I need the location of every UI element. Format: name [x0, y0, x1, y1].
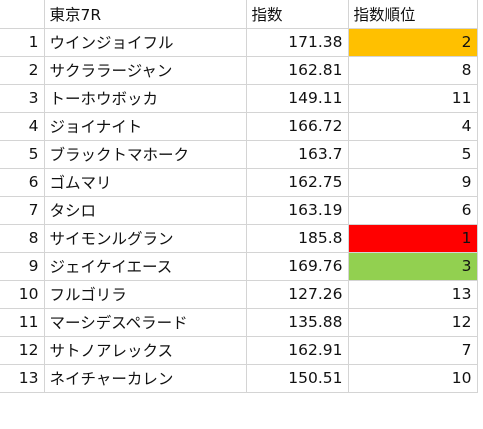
row-number-cell[interactable]: 8 [0, 224, 45, 253]
horse-name-cell[interactable]: ジェイケイエース [44, 252, 247, 281]
horse-name-cell[interactable]: トーホウボッカ [44, 84, 247, 113]
row-number-cell[interactable]: 12 [0, 336, 45, 365]
table-row: 12 サトノアレックス 162.91 7 [0, 336, 478, 365]
index-value-cell[interactable]: 162.81 [246, 56, 349, 85]
index-rank-cell[interactable]: 13 [348, 280, 478, 309]
race-name-header-cell[interactable]: 東京7R [44, 0, 247, 29]
row-number-cell[interactable]: 1 [0, 28, 45, 57]
index-rank-cell[interactable]: 4 [348, 112, 478, 141]
table-row: 8 サイモンルグラン 185.8 1 [0, 224, 478, 253]
row-number-cell[interactable]: 13 [0, 364, 45, 393]
row-number-cell[interactable]: 4 [0, 112, 45, 141]
horse-name-cell[interactable]: サイモンルグラン [44, 224, 247, 253]
index-value-cell[interactable]: 162.91 [246, 336, 349, 365]
table-row: 1 ウインジョイフル 171.38 2 [0, 28, 478, 57]
rank-header-cell[interactable]: 指数順位 [348, 0, 478, 29]
index-rank-cell[interactable]: 11 [348, 84, 478, 113]
table-row: 13 ネイチャーカレン 150.51 10 [0, 364, 478, 393]
index-rank-cell[interactable]: 10 [348, 364, 478, 393]
horse-name-cell[interactable]: マーシデスペラード [44, 308, 247, 337]
index-value-cell[interactable]: 149.11 [246, 84, 349, 113]
spreadsheet-grid: 東京7R 指数 指数順位 1 ウインジョイフル 171.38 2 2 サクララージャン 16… [0, 0, 478, 393]
index-rank-cell[interactable]: 6 [348, 196, 478, 225]
index-rank-cell[interactable]: 7 [348, 336, 478, 365]
index-value-cell[interactable]: 169.76 [246, 252, 349, 281]
table-row: 6 ゴムマリ 162.75 9 [0, 168, 478, 197]
index-rank-cell[interactable]: 12 [348, 308, 478, 337]
row-number-cell[interactable]: 9 [0, 252, 45, 281]
row-number-cell[interactable]: 6 [0, 168, 45, 197]
table-row: 3 トーホウボッカ 149.11 11 [0, 84, 478, 113]
index-value-cell[interactable]: 135.88 [246, 308, 349, 337]
index-value-cell[interactable]: 163.19 [246, 196, 349, 225]
index-rank-cell[interactable]: 1 [348, 224, 478, 253]
horse-name-cell[interactable]: フルゴリラ [44, 280, 247, 309]
index-value-cell[interactable]: 150.51 [246, 364, 349, 393]
index-rank-cell[interactable]: 3 [348, 252, 478, 281]
table-row: 9 ジェイケイエース 169.76 3 [0, 252, 478, 281]
index-value-cell[interactable]: 166.72 [246, 112, 349, 141]
horse-name-cell[interactable]: ジョイナイト [44, 112, 247, 141]
index-value-cell[interactable]: 162.75 [246, 168, 349, 197]
header-row: 東京7R 指数 指数順位 [0, 0, 478, 29]
row-number-cell[interactable]: 5 [0, 140, 45, 169]
row-number-cell[interactable]: 10 [0, 280, 45, 309]
index-rank-cell[interactable]: 8 [348, 56, 478, 85]
index-rank-cell[interactable]: 2 [348, 28, 478, 57]
horse-name-cell[interactable]: ネイチャーカレン [44, 364, 247, 393]
row-number-cell[interactable]: 7 [0, 196, 45, 225]
table-row: 11 マーシデスペラード 135.88 12 [0, 308, 478, 337]
horse-name-cell[interactable]: タシロ [44, 196, 247, 225]
table-row: 10 フルゴリラ 127.26 13 [0, 280, 478, 309]
row-number-cell[interactable]: 3 [0, 84, 45, 113]
index-value-cell[interactable]: 185.8 [246, 224, 349, 253]
index-value-cell[interactable]: 163.7 [246, 140, 349, 169]
horse-name-cell[interactable]: サクララージャン [44, 56, 247, 85]
index-rank-cell[interactable]: 9 [348, 168, 478, 197]
header-rownum-cell[interactable] [0, 0, 45, 29]
row-number-cell[interactable]: 2 [0, 56, 45, 85]
horse-name-cell[interactable]: ウインジョイフル [44, 28, 247, 57]
table-row: 2 サクララージャン 162.81 8 [0, 56, 478, 85]
horse-name-cell[interactable]: ブラックトマホーク [44, 140, 247, 169]
index-value-cell[interactable]: 171.38 [246, 28, 349, 57]
table-row: 7 タシロ 163.19 6 [0, 196, 478, 225]
horse-name-cell[interactable]: サトノアレックス [44, 336, 247, 365]
table-row: 5 ブラックトマホーク 163.7 5 [0, 140, 478, 169]
table-row: 4 ジョイナイト 166.72 4 [0, 112, 478, 141]
index-value-cell[interactable]: 127.26 [246, 280, 349, 309]
horse-name-cell[interactable]: ゴムマリ [44, 168, 247, 197]
index-rank-cell[interactable]: 5 [348, 140, 478, 169]
index-header-cell[interactable]: 指数 [246, 0, 349, 29]
row-number-cell[interactable]: 11 [0, 308, 45, 337]
